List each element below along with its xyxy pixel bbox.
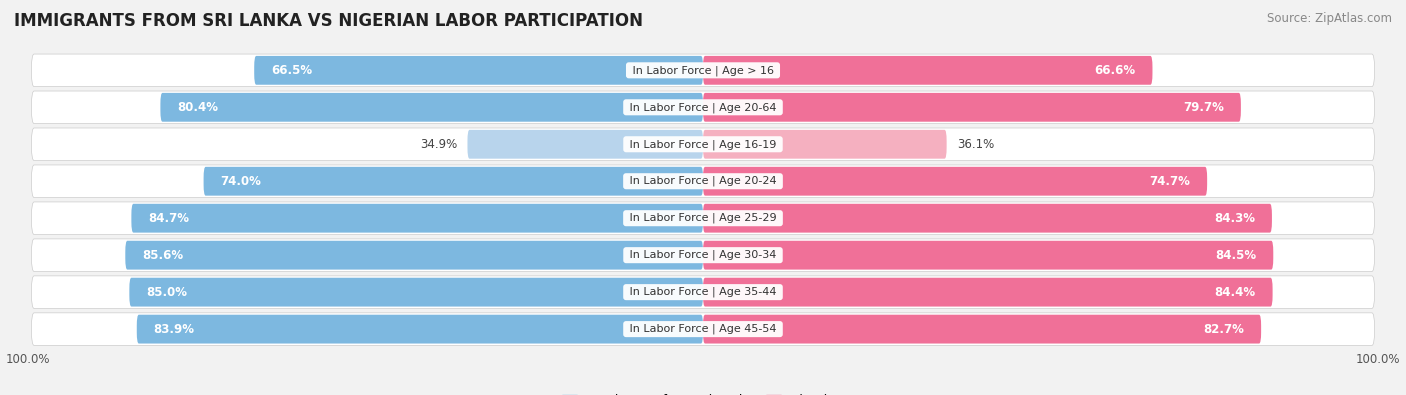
Text: 84.7%: 84.7% [148, 212, 190, 225]
FancyBboxPatch shape [703, 204, 1272, 233]
Text: In Labor Force | Age 45-54: In Labor Force | Age 45-54 [626, 324, 780, 334]
FancyBboxPatch shape [31, 276, 1375, 308]
Text: In Labor Force | Age 20-64: In Labor Force | Age 20-64 [626, 102, 780, 113]
Text: 74.0%: 74.0% [221, 175, 262, 188]
Text: 83.9%: 83.9% [153, 323, 194, 336]
Text: 82.7%: 82.7% [1204, 323, 1244, 336]
Text: In Labor Force | Age 20-24: In Labor Force | Age 20-24 [626, 176, 780, 186]
FancyBboxPatch shape [160, 93, 703, 122]
FancyBboxPatch shape [703, 167, 1208, 196]
FancyBboxPatch shape [467, 130, 703, 159]
FancyBboxPatch shape [31, 54, 1375, 87]
FancyBboxPatch shape [31, 165, 1375, 198]
Text: 84.5%: 84.5% [1215, 249, 1257, 261]
FancyBboxPatch shape [136, 315, 703, 344]
Text: In Labor Force | Age 35-44: In Labor Force | Age 35-44 [626, 287, 780, 297]
Text: 36.1%: 36.1% [956, 138, 994, 151]
FancyBboxPatch shape [131, 204, 703, 233]
FancyBboxPatch shape [31, 239, 1375, 271]
FancyBboxPatch shape [703, 278, 1272, 307]
FancyBboxPatch shape [703, 56, 1153, 85]
Text: 85.6%: 85.6% [142, 249, 183, 261]
Text: In Labor Force | Age 16-19: In Labor Force | Age 16-19 [626, 139, 780, 150]
Text: 66.5%: 66.5% [271, 64, 312, 77]
Text: 84.4%: 84.4% [1215, 286, 1256, 299]
Text: 79.7%: 79.7% [1182, 101, 1225, 114]
Text: In Labor Force | Age > 16: In Labor Force | Age > 16 [628, 65, 778, 75]
FancyBboxPatch shape [703, 93, 1241, 122]
FancyBboxPatch shape [125, 241, 703, 270]
FancyBboxPatch shape [31, 202, 1375, 235]
FancyBboxPatch shape [31, 313, 1375, 345]
FancyBboxPatch shape [703, 241, 1274, 270]
Text: 80.4%: 80.4% [177, 101, 218, 114]
FancyBboxPatch shape [31, 91, 1375, 124]
Text: 74.7%: 74.7% [1149, 175, 1191, 188]
Text: 84.3%: 84.3% [1213, 212, 1256, 225]
Legend: Immigrants from Sri Lanka, Nigerian: Immigrants from Sri Lanka, Nigerian [562, 394, 844, 395]
FancyBboxPatch shape [703, 315, 1261, 344]
Text: 34.9%: 34.9% [420, 138, 457, 151]
Text: 66.6%: 66.6% [1094, 64, 1136, 77]
Text: 85.0%: 85.0% [146, 286, 187, 299]
FancyBboxPatch shape [31, 128, 1375, 160]
Text: IMMIGRANTS FROM SRI LANKA VS NIGERIAN LABOR PARTICIPATION: IMMIGRANTS FROM SRI LANKA VS NIGERIAN LA… [14, 12, 643, 30]
Text: In Labor Force | Age 25-29: In Labor Force | Age 25-29 [626, 213, 780, 224]
FancyBboxPatch shape [703, 130, 946, 159]
FancyBboxPatch shape [204, 167, 703, 196]
Text: Source: ZipAtlas.com: Source: ZipAtlas.com [1267, 12, 1392, 25]
Text: In Labor Force | Age 30-34: In Labor Force | Age 30-34 [626, 250, 780, 260]
FancyBboxPatch shape [129, 278, 703, 307]
FancyBboxPatch shape [254, 56, 703, 85]
